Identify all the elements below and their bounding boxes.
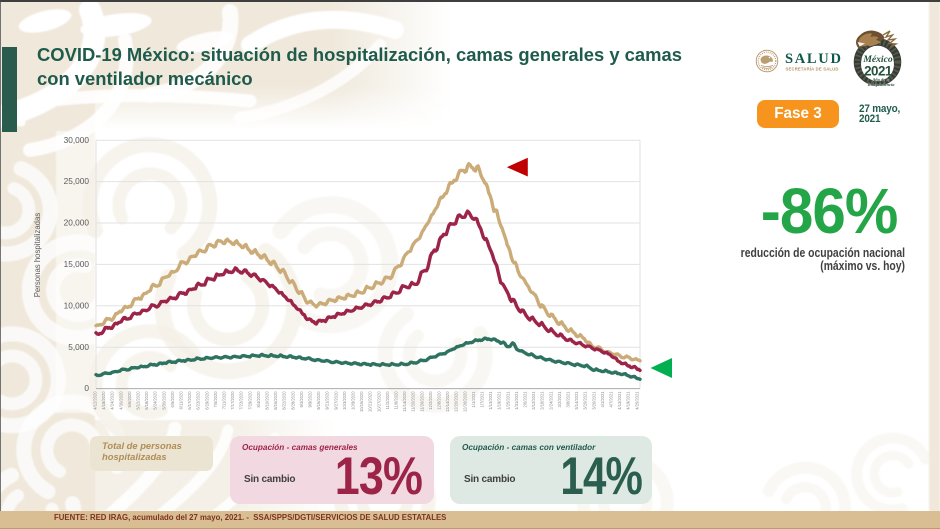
svg-text:4/13/2021: 4/13/2021 bbox=[617, 391, 622, 410]
svg-text:11/14/2020: 11/14/2020 bbox=[402, 391, 407, 412]
svg-text:5/18/2020: 5/18/2020 bbox=[144, 391, 149, 410]
svg-text:5,000: 5,000 bbox=[68, 342, 89, 352]
svg-text:3/14/2021: 3/14/2021 bbox=[574, 391, 579, 410]
svg-text:25,000: 25,000 bbox=[64, 176, 90, 186]
svg-text:8/28/2020: 8/28/2020 bbox=[290, 391, 295, 410]
svg-text:1/13/2021: 1/13/2021 bbox=[488, 391, 493, 410]
svg-text:9/27/2020: 9/27/2020 bbox=[333, 391, 338, 410]
svg-text:6/11/2020: 6/11/2020 bbox=[179, 391, 184, 410]
svg-text:SALUD: SALUD bbox=[785, 51, 843, 67]
svg-text:15,000: 15,000 bbox=[64, 259, 90, 269]
svg-text:10/9/2020: 10/9/2020 bbox=[351, 391, 356, 410]
svg-text:1/19/2021: 1/19/2021 bbox=[497, 391, 502, 410]
svg-text:3/2/2021: 3/2/2021 bbox=[557, 391, 562, 408]
svg-text:11/20/2020: 11/20/2020 bbox=[411, 391, 416, 412]
svg-text:7/17/2020: 7/17/2020 bbox=[230, 391, 235, 410]
svg-text:10/15/2020: 10/15/2020 bbox=[359, 391, 364, 412]
svg-text:4/30/2020: 4/30/2020 bbox=[118, 391, 123, 410]
svg-text:12/20/2020: 12/20/2020 bbox=[454, 391, 459, 412]
svg-text:12/2/2020: 12/2/2020 bbox=[428, 391, 433, 410]
svg-text:Independencia: Independencia bbox=[867, 82, 896, 87]
svg-text:4/12/2020: 4/12/2020 bbox=[93, 391, 98, 410]
svg-text:30,000: 30,000 bbox=[64, 135, 90, 145]
svg-text:10,000: 10,000 bbox=[64, 300, 90, 310]
svg-text:6/29/2020: 6/29/2020 bbox=[204, 391, 209, 410]
svg-text:9/21/2020: 9/21/2020 bbox=[325, 391, 330, 410]
svg-text:12/8/2020: 12/8/2020 bbox=[437, 391, 442, 410]
svg-text:SECRETARÍA DE SALUD: SECRETARÍA DE SALUD bbox=[786, 67, 839, 72]
svg-text:7/23/2020: 7/23/2020 bbox=[239, 391, 244, 410]
svg-text:1/25/2021: 1/25/2021 bbox=[505, 391, 510, 410]
svg-text:12/14/2020: 12/14/2020 bbox=[445, 391, 450, 412]
svg-text:2/6/2021: 2/6/2021 bbox=[523, 391, 528, 408]
svg-text:8/22/2020: 8/22/2020 bbox=[282, 391, 287, 410]
svg-text:11/8/2020: 11/8/2020 bbox=[394, 391, 399, 410]
svg-text:4/25/2021: 4/25/2021 bbox=[634, 391, 639, 410]
svg-text:Año de la: Año de la bbox=[871, 77, 890, 82]
svg-text:9/3/2020: 9/3/2020 bbox=[299, 391, 304, 408]
svg-text:10/3/2020: 10/3/2020 bbox=[342, 391, 347, 410]
svg-text:8/16/2020: 8/16/2020 bbox=[273, 391, 278, 410]
svg-text:México: México bbox=[862, 54, 893, 65]
svg-text:12/26/2020: 12/26/2020 bbox=[462, 391, 467, 412]
svg-text:6/23/2020: 6/23/2020 bbox=[196, 391, 201, 410]
svg-text:9/9/2020: 9/9/2020 bbox=[308, 391, 313, 408]
svg-text:4/1/2021: 4/1/2021 bbox=[600, 391, 605, 408]
svg-text:4/24/2020: 4/24/2020 bbox=[110, 391, 115, 410]
svg-text:4/18/2020: 4/18/2020 bbox=[101, 391, 106, 410]
svg-text:2/12/2021: 2/12/2021 bbox=[531, 391, 536, 410]
svg-text:11/2/2020: 11/2/2020 bbox=[385, 391, 390, 410]
svg-text:Personas hospitalizadas: Personas hospitalizadas bbox=[33, 213, 42, 298]
svg-text:11/26/2020: 11/26/2020 bbox=[419, 391, 424, 412]
svg-text:1/7/2021: 1/7/2021 bbox=[480, 391, 485, 408]
svg-text:6/17/2020: 6/17/2020 bbox=[187, 391, 192, 410]
svg-text:6/5/2020: 6/5/2020 bbox=[170, 391, 175, 408]
svg-text:10/27/2020: 10/27/2020 bbox=[376, 391, 381, 412]
svg-text:2/18/2021: 2/18/2021 bbox=[540, 391, 545, 410]
svg-text:7/5/2020: 7/5/2020 bbox=[213, 391, 218, 408]
svg-text:9/15/2020: 9/15/2020 bbox=[316, 391, 321, 410]
svg-text:7/11/2020: 7/11/2020 bbox=[222, 391, 227, 410]
svg-text:4/19/2021: 4/19/2021 bbox=[626, 391, 631, 410]
svg-text:10/21/2020: 10/21/2020 bbox=[368, 391, 373, 412]
svg-text:1/1/2021: 1/1/2021 bbox=[471, 391, 476, 408]
svg-text:5/12/2020: 5/12/2020 bbox=[136, 391, 141, 410]
svg-text:2021: 2021 bbox=[864, 64, 893, 79]
svg-text:3/26/2021: 3/26/2021 bbox=[591, 391, 596, 410]
svg-text:5/24/2020: 5/24/2020 bbox=[153, 391, 158, 410]
svg-text:3/20/2021: 3/20/2021 bbox=[583, 391, 588, 410]
svg-text:8/4/2020: 8/4/2020 bbox=[256, 391, 261, 408]
svg-text:5/6/2020: 5/6/2020 bbox=[127, 391, 132, 408]
svg-text:20,000: 20,000 bbox=[64, 218, 90, 228]
svg-text:5/30/2020: 5/30/2020 bbox=[161, 391, 166, 410]
svg-text:7/29/2020: 7/29/2020 bbox=[247, 391, 252, 410]
svg-text:3/8/2021: 3/8/2021 bbox=[566, 391, 571, 408]
svg-text:4/7/2021: 4/7/2021 bbox=[609, 391, 614, 408]
svg-text:1/31/2021: 1/31/2021 bbox=[514, 391, 519, 410]
svg-text:0: 0 bbox=[84, 383, 89, 393]
svg-text:8/10/2020: 8/10/2020 bbox=[265, 391, 270, 410]
svg-text:2/24/2021: 2/24/2021 bbox=[548, 391, 553, 410]
